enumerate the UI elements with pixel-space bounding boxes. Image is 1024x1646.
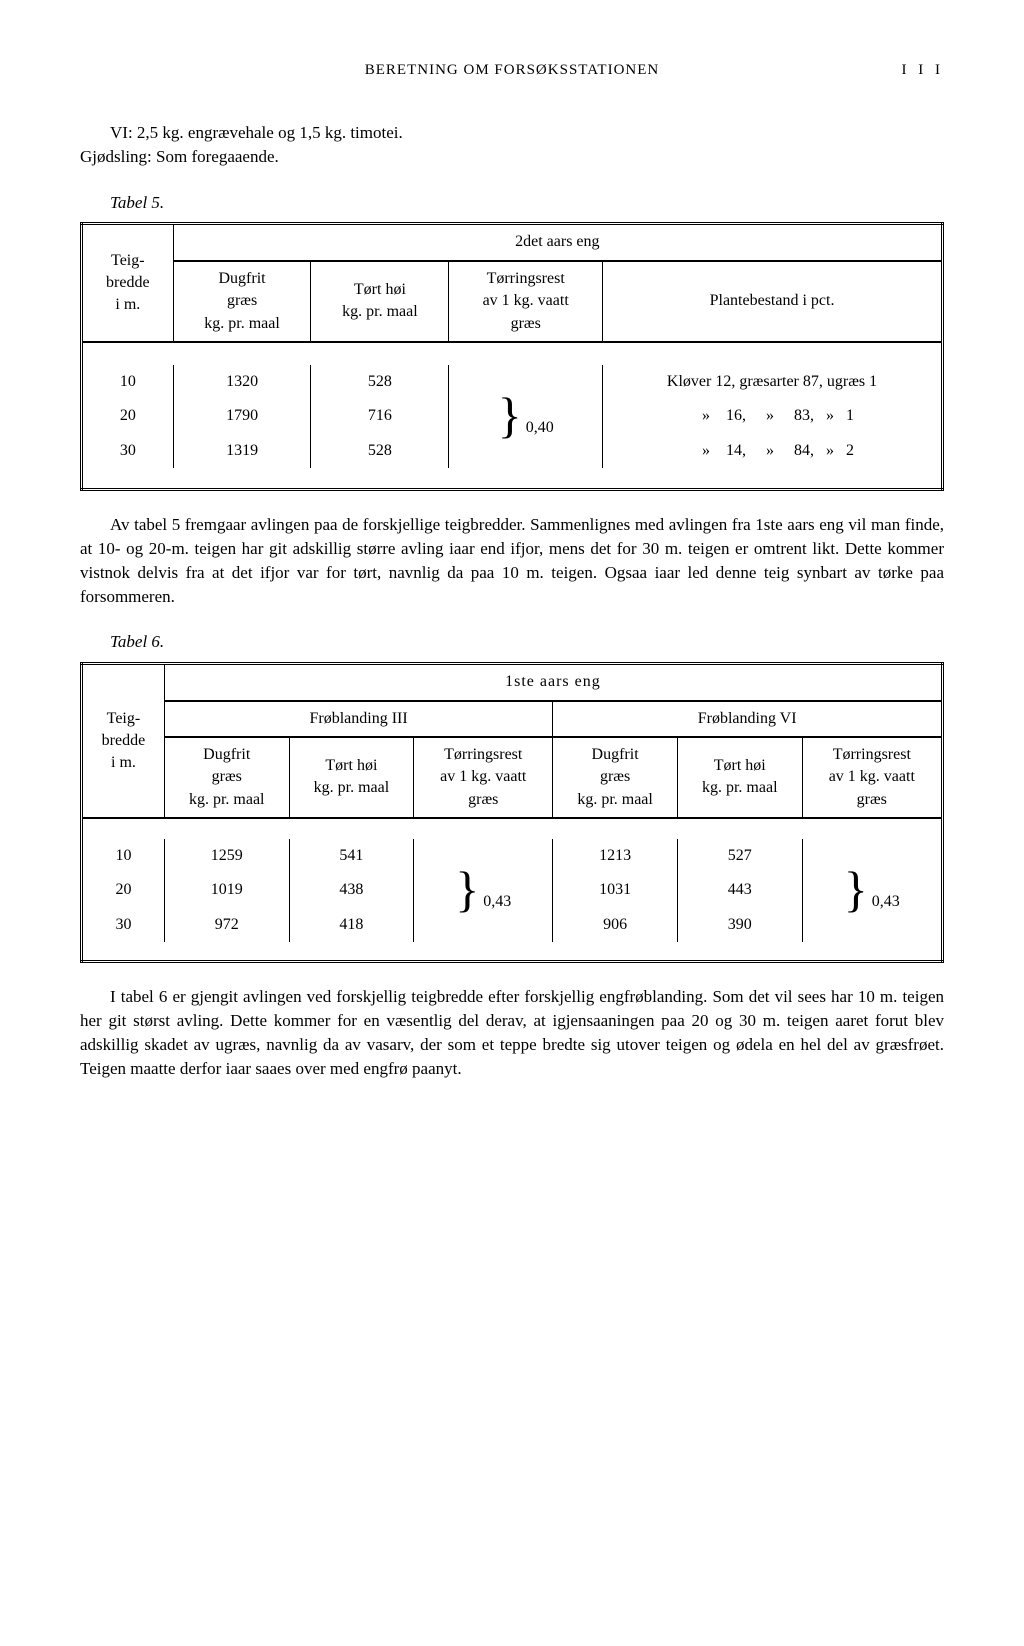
t6-torrVI-val: 0,43	[872, 893, 900, 910]
t5-plant3: » 14, » 84, » 2	[603, 434, 943, 468]
t5-torr-brace: } 0,40	[449, 365, 603, 468]
paragraph-2: I tabel 6 er gjengit avlingen ved forskj…	[80, 985, 944, 1080]
t5-head-2det: 2det aars eng	[173, 224, 942, 261]
t6-col-bredde: Teig- bredde i m.	[82, 664, 165, 818]
t6-col-torrings-1: Tørringsrest av 1 kg. vaatt græs	[414, 737, 553, 818]
t6-froVI: Frøblanding VI	[553, 701, 943, 737]
table-cell: 528	[311, 365, 449, 399]
table-cell: 20	[82, 399, 174, 433]
t6-col-tort-2: Tørt høi kg. pr. maal	[677, 737, 802, 818]
t6-col-torrings-2: Tørringsrest av 1 kg. vaatt græs	[802, 737, 942, 818]
t5-col-tort: Tørt høi kg. pr. maal	[311, 261, 449, 342]
t5-plant2: » 16, » 83, » 1	[603, 399, 943, 433]
t6-col-dugfrit-2: Dugfrit græs kg. pr. maal	[553, 737, 678, 818]
intro-line1: VI: 2,5 kg. engrævehale og 1,5 kg. timot…	[110, 123, 403, 142]
table-cell: 390	[677, 908, 802, 942]
table-cell: 1019	[164, 873, 289, 907]
intro-block: VI: 2,5 kg. engrævehale og 1,5 kg. timot…	[80, 121, 944, 169]
t6-torrIII-val: 0,43	[483, 893, 511, 910]
page-header: BERETNING OM FORSØKSSTATIONEN I I I	[80, 60, 944, 81]
t6-head-1ste: 1ste aars eng	[164, 664, 942, 701]
table-cell: 1259	[164, 839, 289, 873]
table-cell: 10	[82, 839, 165, 873]
intro-line2: Gjødsling: Som foregaaende.	[80, 147, 279, 166]
tabel5-caption: Tabel 5.	[110, 191, 944, 215]
table-cell: 418	[289, 908, 414, 942]
t5-col-plante: Plantebestand i pct.	[603, 261, 943, 342]
table-cell: 528	[311, 434, 449, 468]
t6-col-dugfrit-1: Dugfrit græs kg. pr. maal	[164, 737, 289, 818]
t5-col-dugfrit: Dugfrit græs kg. pr. maal	[173, 261, 311, 342]
tabel6-caption: Tabel 6.	[110, 630, 944, 654]
table-cell: 438	[289, 873, 414, 907]
table-cell: 1320	[173, 365, 311, 399]
t5-col-bredde: Teig- bredde i m.	[82, 224, 174, 342]
t5-plant1: Kløver 12, græsarter 87, ugræs 1	[603, 365, 943, 399]
table-cell: 20	[82, 873, 165, 907]
table-cell: 1031	[553, 873, 678, 907]
table-cell: 527	[677, 839, 802, 873]
t6-col-tort-1: Tørt høi kg. pr. maal	[289, 737, 414, 818]
t5-col-torrings: Tørringsrest av 1 kg. vaatt græs	[449, 261, 603, 342]
running-title: BERETNING OM FORSØKSSTATIONEN	[365, 62, 659, 78]
page-number: I I I	[902, 60, 945, 81]
table-cell: 30	[82, 908, 165, 942]
table-cell: 541	[289, 839, 414, 873]
tabel6: Teig- bredde i m. 1ste aars eng Frøbland…	[80, 662, 944, 963]
table-cell: 716	[311, 399, 449, 433]
table-cell: 443	[677, 873, 802, 907]
t6-torrVI-brace: } 0,43	[802, 839, 942, 942]
t5-torr-val: 0,40	[526, 419, 554, 436]
table-cell: 10	[82, 365, 174, 399]
table-cell: 972	[164, 908, 289, 942]
table-cell: 1213	[553, 839, 678, 873]
table-cell: 906	[553, 908, 678, 942]
paragraph-1: Av tabel 5 fremgaar avlingen paa de fors…	[80, 513, 944, 608]
t6-froIII: Frøblanding III	[164, 701, 552, 737]
table-cell: 1319	[173, 434, 311, 468]
table-cell: 30	[82, 434, 174, 468]
table-cell: 1790	[173, 399, 311, 433]
tabel5: Teig- bredde i m. 2det aars eng Dugfrit …	[80, 222, 944, 491]
t6-torrIII-brace: } 0,43	[414, 839, 553, 942]
